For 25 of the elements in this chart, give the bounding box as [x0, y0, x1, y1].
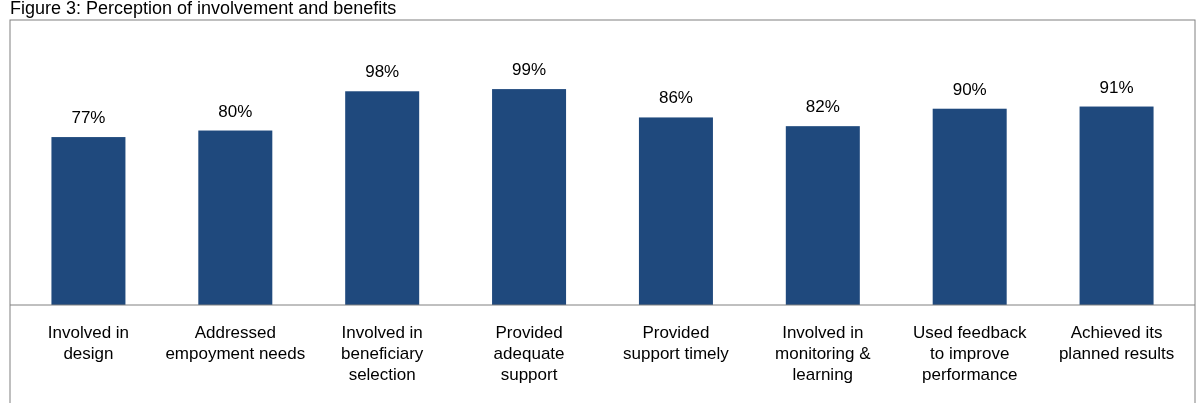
x-tick-label: Involved in beneficiary selection: [341, 323, 424, 384]
bar: [198, 130, 273, 305]
data-label: 90%: [952, 79, 987, 99]
bar: [785, 126, 860, 305]
data-label: 98%: [365, 62, 400, 82]
x-tick-label: Involved in monitoring & learning: [775, 323, 872, 384]
bar: [345, 91, 420, 305]
bar: [932, 108, 1007, 305]
chart-title: Figure 3: Perception of involvement and benefits: [10, 0, 397, 18]
x-tick-label: Provided adequate support: [493, 323, 565, 384]
bar: [51, 137, 126, 305]
data-label: 77%: [71, 108, 106, 128]
x-tick-label: Used feedback to improve performance: [912, 323, 1027, 384]
bar: [492, 89, 567, 305]
data-label: 99%: [512, 60, 547, 80]
data-label: 80%: [218, 101, 253, 121]
x-tick-label: Involved in design: [47, 323, 130, 363]
data-label: 91%: [1099, 77, 1134, 97]
bar: [638, 117, 713, 305]
x-tick-label: Achieved its planned results: [1058, 323, 1175, 363]
bar: [1079, 106, 1154, 305]
x-tick-label: Provided support timely: [623, 323, 730, 363]
data-label: 86%: [658, 88, 693, 108]
data-label: 82%: [805, 97, 840, 117]
x-tick-label: Addressed empoyment needs: [165, 323, 306, 363]
